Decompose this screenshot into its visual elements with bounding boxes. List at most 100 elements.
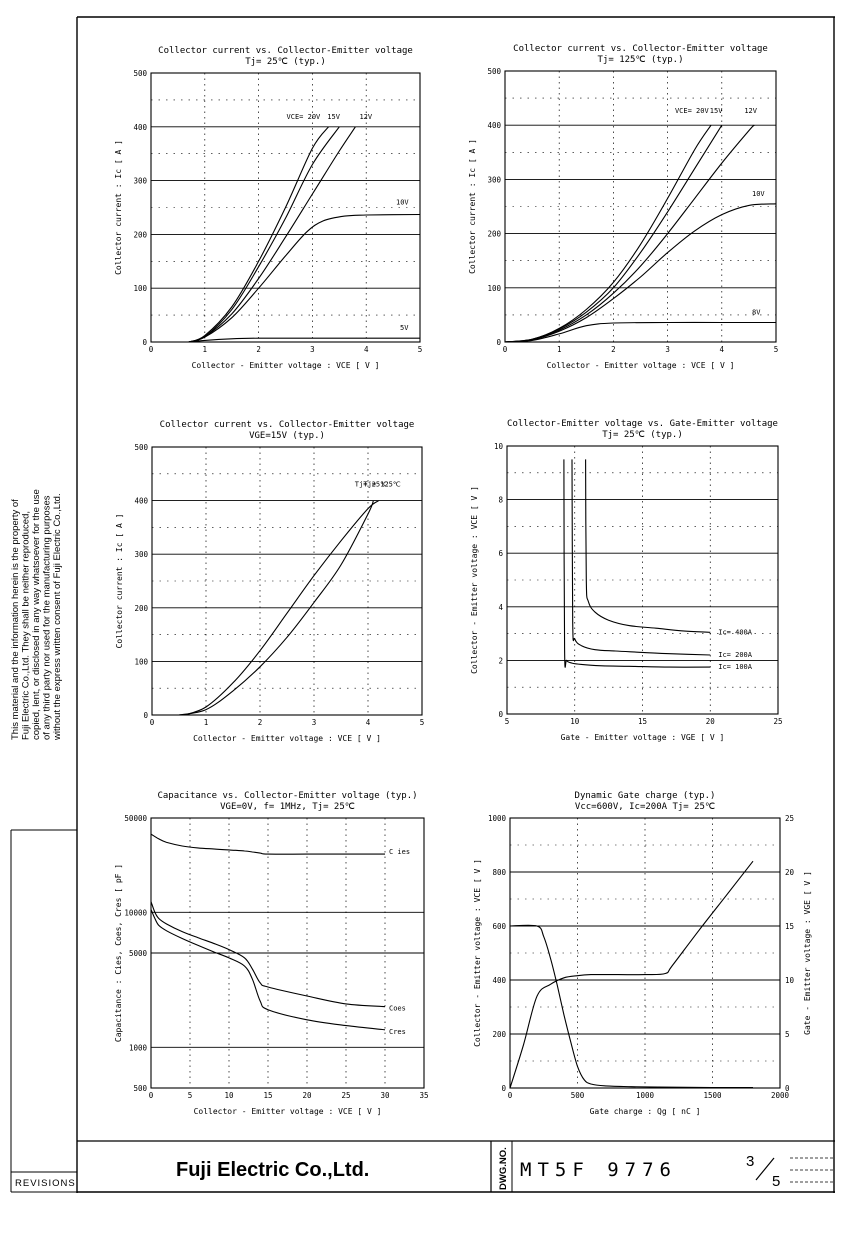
x-tick-label: 25 xyxy=(341,1091,350,1100)
y-tick-label: 100 xyxy=(134,657,148,666)
series-label-cres: Cres xyxy=(389,1028,406,1036)
y-tick-label: 200 xyxy=(134,604,148,613)
y-tick-label: 100 xyxy=(487,284,501,293)
x-tick-label: 15 xyxy=(638,717,647,726)
chart-title: Collector current vs. Collector-Emitter … xyxy=(158,46,413,56)
x-tick-label: 0 xyxy=(149,1091,154,1100)
y-tick-label: 4 xyxy=(498,603,503,612)
series-label-5v: 5V xyxy=(400,324,409,332)
series-line-ic-100a xyxy=(563,459,711,668)
y2-tick-label: 0 xyxy=(785,1084,790,1093)
y-tick-label: 6 xyxy=(498,549,503,558)
x-tick-label: 1500 xyxy=(703,1091,722,1100)
series-line-10v xyxy=(188,213,421,343)
series-label-c-ies: C ies xyxy=(389,848,410,856)
y-tick-label: 100 xyxy=(133,284,147,293)
chart-title: Collector current vs. Collector-Emitter … xyxy=(513,44,768,54)
x-tick-label: 4 xyxy=(720,345,725,354)
y2-tick-label: 5 xyxy=(785,1030,790,1039)
x-axis-label: Gate charge : Qg [ nC ] xyxy=(590,1107,701,1116)
dwg-no-label: DWG.NO. xyxy=(498,1147,509,1190)
y-axis-label: Collector current : Ic [ A ] xyxy=(468,139,477,274)
series-label-coes: Coes xyxy=(389,1005,406,1013)
y-tick-label: 200 xyxy=(492,1030,506,1039)
x-tick-label: 4 xyxy=(366,718,371,727)
y-tick-label: 10000 xyxy=(124,908,147,917)
page-slash xyxy=(755,1157,775,1181)
y-tick-label: 400 xyxy=(492,976,506,985)
x-tick-label: 5 xyxy=(418,345,423,354)
chart-title: Collector current vs. Collector-Emitter … xyxy=(160,420,415,430)
series-line-8v xyxy=(504,321,776,343)
y-tick-label: 500 xyxy=(134,443,148,452)
x-tick-label: 25 xyxy=(773,717,782,726)
y-tick-label: 0 xyxy=(142,338,147,347)
chart-subtitle: VGE=0V, f= 1MHz, Tj= 25℃ xyxy=(220,802,355,812)
x-tick-label: 5 xyxy=(188,1091,193,1100)
x-axis-label: Collector - Emitter voltage : VCE [ V ] xyxy=(194,1107,382,1116)
y-tick-label: 400 xyxy=(134,497,148,506)
chart-subtitle: Vcc=600V, Ic=200A Tj= 25℃ xyxy=(575,802,715,812)
series-label-12v: 12V xyxy=(359,113,372,121)
y-tick-label: 400 xyxy=(487,121,501,130)
y2-tick-label: 15 xyxy=(785,922,794,931)
series-line-10v xyxy=(504,203,777,343)
x-tick-label: 1 xyxy=(204,718,209,727)
series-label-tj-25: Tj= 25℃ xyxy=(355,481,388,489)
series-label-ic-400a: Ic= 400A xyxy=(718,628,753,636)
series-label-vce-20v: VCE= 20V xyxy=(675,107,710,115)
y-tick-label: 1000 xyxy=(129,1043,148,1052)
x-axis-label: Collector - Emitter voltage : VCE [ V ] xyxy=(547,361,735,370)
chart-subtitle: Tj= 25℃ (typ.) xyxy=(602,430,683,440)
y-tick-label: 10 xyxy=(494,442,504,451)
chart-5: Capacitance vs. Collector-Emitter voltag… xyxy=(114,791,429,1116)
x-tick-label: 15 xyxy=(263,1091,272,1100)
y-axis-label: Collector - Emitter voltage : VCE [ V ] xyxy=(473,859,482,1047)
side-note-text: This material and the information herein… xyxy=(10,489,63,741)
x-tick-label: 3 xyxy=(310,345,315,354)
y2-tick-label: 20 xyxy=(785,868,795,877)
series-line-15v xyxy=(504,124,723,343)
series-line-vce xyxy=(509,924,753,1089)
x-tick-label: 3 xyxy=(665,345,670,354)
x-tick-label: 5 xyxy=(774,345,779,354)
x-tick-label: 1 xyxy=(557,345,562,354)
page-total: 5 xyxy=(772,1173,780,1190)
y-axis-label: Collector - Emitter voltage : VCE [ V ] xyxy=(470,486,479,674)
x-axis-label: Gate - Emitter voltage : VGE [ V ] xyxy=(561,733,725,742)
x-axis-label: Collector - Emitter voltage : VCE [ V ] xyxy=(192,361,380,370)
series-label-ic-200a: Ic= 200A xyxy=(718,651,753,659)
series-label-tj-125: Tj= 125℃ xyxy=(363,481,401,489)
chart-2: Collector current vs. Collector-Emitter … xyxy=(468,44,778,370)
chart-subtitle: VGE=15V (typ.) xyxy=(249,431,325,441)
y-tick-label: 400 xyxy=(133,123,147,132)
x-tick-label: 500 xyxy=(571,1091,585,1100)
side-note: This material and the information herein… xyxy=(10,489,63,741)
y-tick-label: 8 xyxy=(498,496,503,505)
series-label-ic-100a: Ic= 100A xyxy=(718,663,753,671)
series-line-tj-125 xyxy=(178,500,374,716)
x-tick-label: 0 xyxy=(150,718,155,727)
x-tick-label: 20 xyxy=(302,1091,312,1100)
y-tick-label: 500 xyxy=(133,69,147,78)
series-label-vce-20v: VCE= 20V xyxy=(287,113,322,121)
y-axis-label: Collector current : Ic [ A ] xyxy=(114,140,123,275)
y-tick-label: 600 xyxy=(492,922,506,931)
y-tick-label: 2 xyxy=(498,656,503,665)
x-tick-label: 3 xyxy=(312,718,317,727)
x-tick-label: 2 xyxy=(611,345,616,354)
y-tick-label: 0 xyxy=(143,711,148,720)
x-tick-label: 4 xyxy=(364,345,369,354)
y2-tick-label: 10 xyxy=(785,976,795,985)
chart-6: Dynamic Gate charge (typ.)Vcc=600V, Ic=2… xyxy=(473,791,812,1116)
y-tick-label: 500 xyxy=(133,1084,147,1093)
y-tick-label: 200 xyxy=(487,230,501,239)
y-tick-label: 0 xyxy=(498,710,503,719)
y2-tick-label: 25 xyxy=(785,814,794,823)
y-tick-label: 500 xyxy=(487,67,501,76)
chart-1: Collector current vs. Collector-Emitter … xyxy=(114,46,422,370)
side-note-line: Fuji Electric Co.,Ltd. They shall be nei… xyxy=(21,511,32,740)
y-tick-label: 300 xyxy=(487,175,501,184)
x-tick-label: 30 xyxy=(380,1091,390,1100)
